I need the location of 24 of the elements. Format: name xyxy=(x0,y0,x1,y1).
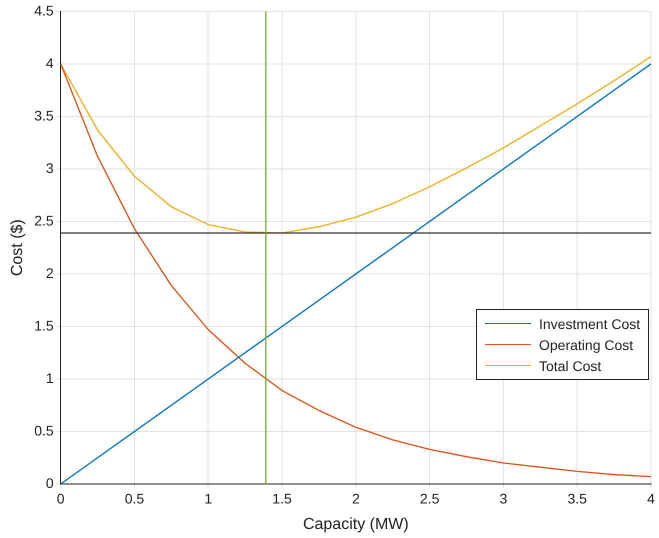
x-tick-label: 0 xyxy=(56,490,65,506)
x-tick-label: 3 xyxy=(500,490,508,506)
y-tick-label: 1 xyxy=(46,370,54,386)
x-tick-label: 3.5 xyxy=(567,490,588,506)
y-tick-label: 4.5 xyxy=(34,2,54,18)
x-axis-title: Capacity (MW) xyxy=(302,516,409,533)
y-tick-label: 3.5 xyxy=(34,107,54,124)
legend-label: Total Cost xyxy=(539,358,602,374)
y-tick-label: 0 xyxy=(46,474,54,491)
y-tick-label: 2.5 xyxy=(34,212,54,228)
y-tick-label: 1.5 xyxy=(34,317,54,334)
y-tick-label: 4 xyxy=(46,54,54,71)
y-tick-label: 3 xyxy=(46,160,54,176)
legend-label: Operating Cost xyxy=(539,336,634,353)
x-tick-label: 0.5 xyxy=(124,490,144,506)
x-tick-label: 2 xyxy=(352,490,360,506)
x-tick-label: 1.5 xyxy=(272,490,292,506)
y-axis-title: Cost ($) xyxy=(9,219,26,276)
y-tick-label: 2 xyxy=(46,264,54,281)
x-tick-label: 2.5 xyxy=(420,490,440,506)
x-tick-label: 1 xyxy=(204,490,212,506)
legend-label: Investment Cost xyxy=(539,316,640,332)
y-tick-label: 0.5 xyxy=(34,422,54,438)
x-tick-label: 4 xyxy=(647,490,656,506)
